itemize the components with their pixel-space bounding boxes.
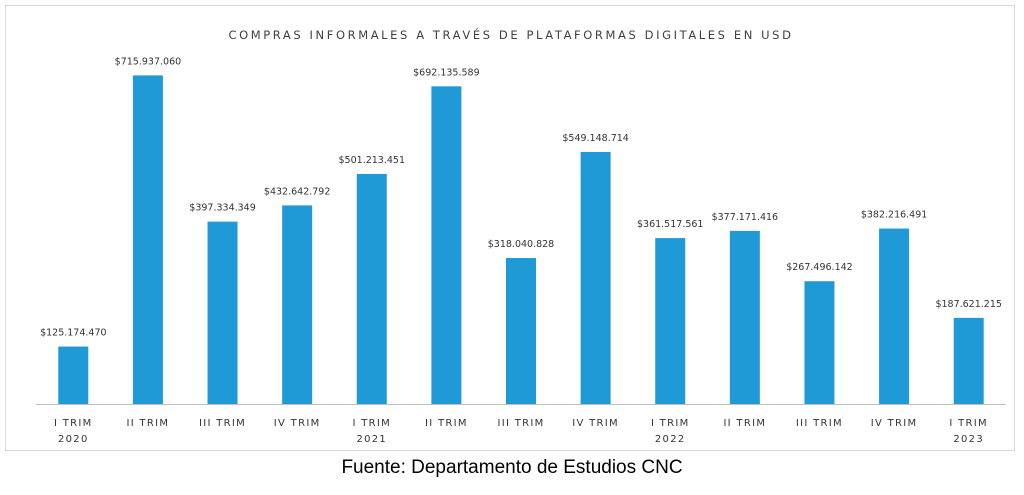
- bar: [282, 205, 313, 404]
- data-label: $692.135.589: [413, 67, 479, 78]
- x-tick-year: 2023: [953, 434, 984, 445]
- x-tick-label: II TRIM: [723, 418, 766, 429]
- bar: [431, 86, 462, 404]
- bar: [506, 258, 536, 404]
- x-tick-label: I TRIM: [54, 418, 93, 429]
- x-tick-label: II TRIM: [425, 418, 468, 429]
- bar: [132, 75, 163, 404]
- x-tick-label: I TRIM: [352, 418, 391, 429]
- data-label: $361.517.561: [637, 219, 703, 230]
- chart-frame: COMPRAS INFORMALES A TRAVÉS DE PLATAFORM…: [5, 5, 1015, 451]
- x-tick-label: IV TRIM: [871, 418, 918, 429]
- x-tick-year: 2020: [58, 434, 89, 445]
- chart-title: COMPRAS INFORMALES A TRAVÉS DE PLATAFORM…: [228, 28, 794, 42]
- source-caption: Fuente: Departamento de Estudios CNC: [341, 457, 683, 478]
- bar-chart: $125.174.470 I TRIM 2020 $715.937.060 II TRI…: [36, 56, 1006, 445]
- x-tick-label: III TRIM: [199, 418, 246, 429]
- data-label: $715.937.060: [115, 56, 181, 67]
- x-tick-year: 2022: [655, 434, 686, 445]
- data-label: $187.621.215: [935, 299, 1001, 310]
- x-tick-label: IV TRIM: [572, 418, 619, 429]
- bar: [207, 221, 238, 404]
- bar: [356, 173, 387, 404]
- x-tick-label: III TRIM: [497, 418, 544, 429]
- bar: [879, 228, 910, 404]
- data-label: $318.040.828: [488, 239, 554, 250]
- data-label: $501.213.451: [339, 155, 405, 166]
- data-label: $125.174.470: [40, 328, 106, 339]
- x-tick-label: II TRIM: [127, 418, 170, 429]
- bar: [580, 151, 611, 404]
- x-tick-year: 2021: [356, 434, 387, 445]
- data-label: $432.642.792: [264, 186, 330, 197]
- bar: [729, 230, 760, 404]
- data-label: $397.334.349: [189, 203, 255, 214]
- bar: [953, 317, 984, 404]
- data-label: $377.171.416: [712, 212, 778, 223]
- bar: [58, 346, 89, 404]
- data-label: $549.148.714: [562, 133, 628, 144]
- bar: [655, 238, 686, 404]
- data-label: $267.496.142: [786, 262, 852, 273]
- x-tick-label: IV TRIM: [274, 418, 321, 429]
- bar: [804, 281, 835, 404]
- x-tick-label: I TRIM: [651, 418, 690, 429]
- x-tick-label: I TRIM: [949, 418, 988, 429]
- x-tick-label: III TRIM: [796, 418, 843, 429]
- data-label: $382.216.491: [861, 210, 927, 221]
